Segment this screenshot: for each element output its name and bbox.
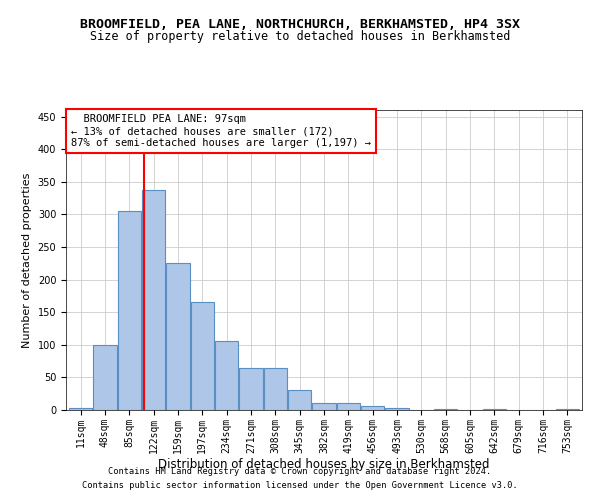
Bar <box>69 408 92 410</box>
Bar <box>166 264 190 410</box>
Bar <box>361 406 384 410</box>
Bar <box>239 368 263 410</box>
Bar <box>337 404 360 410</box>
Text: Contains public sector information licensed under the Open Government Licence v3: Contains public sector information licen… <box>82 481 518 490</box>
Bar <box>142 190 165 410</box>
Y-axis label: Number of detached properties: Number of detached properties <box>22 172 32 348</box>
Bar <box>434 408 457 410</box>
Bar <box>483 408 506 410</box>
Text: Size of property relative to detached houses in Berkhamsted: Size of property relative to detached ho… <box>90 30 510 43</box>
Bar <box>264 368 287 410</box>
Bar <box>94 346 116 410</box>
Bar <box>313 404 335 410</box>
Text: Contains HM Land Registry data © Crown copyright and database right 2024.: Contains HM Land Registry data © Crown c… <box>109 467 491 476</box>
Bar <box>288 390 311 410</box>
X-axis label: Distribution of detached houses by size in Berkhamsted: Distribution of detached houses by size … <box>158 458 490 471</box>
Bar <box>191 302 214 410</box>
Text: BROOMFIELD PEA LANE: 97sqm
← 13% of detached houses are smaller (172)
87% of sem: BROOMFIELD PEA LANE: 97sqm ← 13% of deta… <box>71 114 371 148</box>
Text: BROOMFIELD, PEA LANE, NORTHCHURCH, BERKHAMSTED, HP4 3SX: BROOMFIELD, PEA LANE, NORTHCHURCH, BERKH… <box>80 18 520 30</box>
Bar <box>385 408 409 410</box>
Bar <box>118 211 141 410</box>
Bar <box>215 341 238 410</box>
